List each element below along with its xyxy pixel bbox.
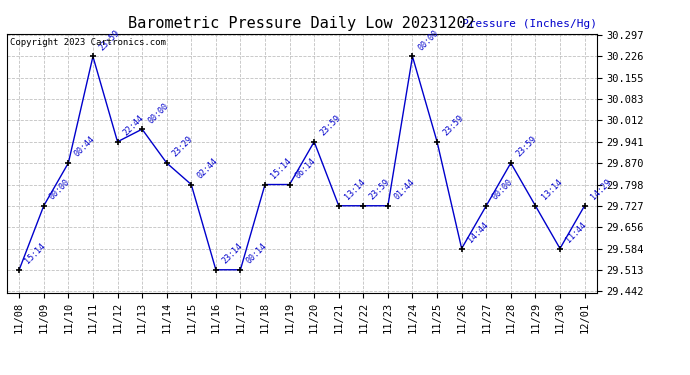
Text: Pressure (Inches/Hg): Pressure (Inches/Hg)	[462, 19, 597, 28]
Text: Copyright 2023 Cartronics.com: Copyright 2023 Cartronics.com	[10, 38, 166, 46]
Text: 23:59: 23:59	[97, 28, 121, 53]
Text: 02:44: 02:44	[195, 156, 219, 180]
Text: 23:29: 23:29	[171, 135, 195, 159]
Text: 06:14: 06:14	[294, 156, 318, 180]
Text: 13:14: 13:14	[540, 177, 564, 202]
Text: 01:44: 01:44	[392, 177, 416, 202]
Text: 15:14: 15:14	[269, 156, 293, 180]
Text: 00:00: 00:00	[146, 101, 170, 125]
Text: 23:59: 23:59	[368, 177, 391, 202]
Text: 23:59: 23:59	[441, 114, 465, 138]
Text: 00:00: 00:00	[417, 28, 441, 53]
Text: 23:59: 23:59	[318, 114, 342, 138]
Title: Barometric Pressure Daily Low 20231202: Barometric Pressure Daily Low 20231202	[128, 16, 475, 31]
Text: 00:14: 00:14	[244, 242, 268, 266]
Text: 14:29: 14:29	[589, 177, 613, 202]
Text: 11:44: 11:44	[564, 220, 588, 245]
Text: 00:00: 00:00	[48, 177, 72, 202]
Text: 22:44: 22:44	[121, 114, 146, 138]
Text: 23:14: 23:14	[220, 242, 244, 266]
Text: 14:44: 14:44	[466, 220, 490, 245]
Text: 15:14: 15:14	[23, 242, 48, 266]
Text: 13:14: 13:14	[343, 177, 367, 202]
Text: 00:44: 00:44	[72, 135, 97, 159]
Text: 23:59: 23:59	[515, 135, 539, 159]
Text: 00:00: 00:00	[491, 177, 515, 202]
